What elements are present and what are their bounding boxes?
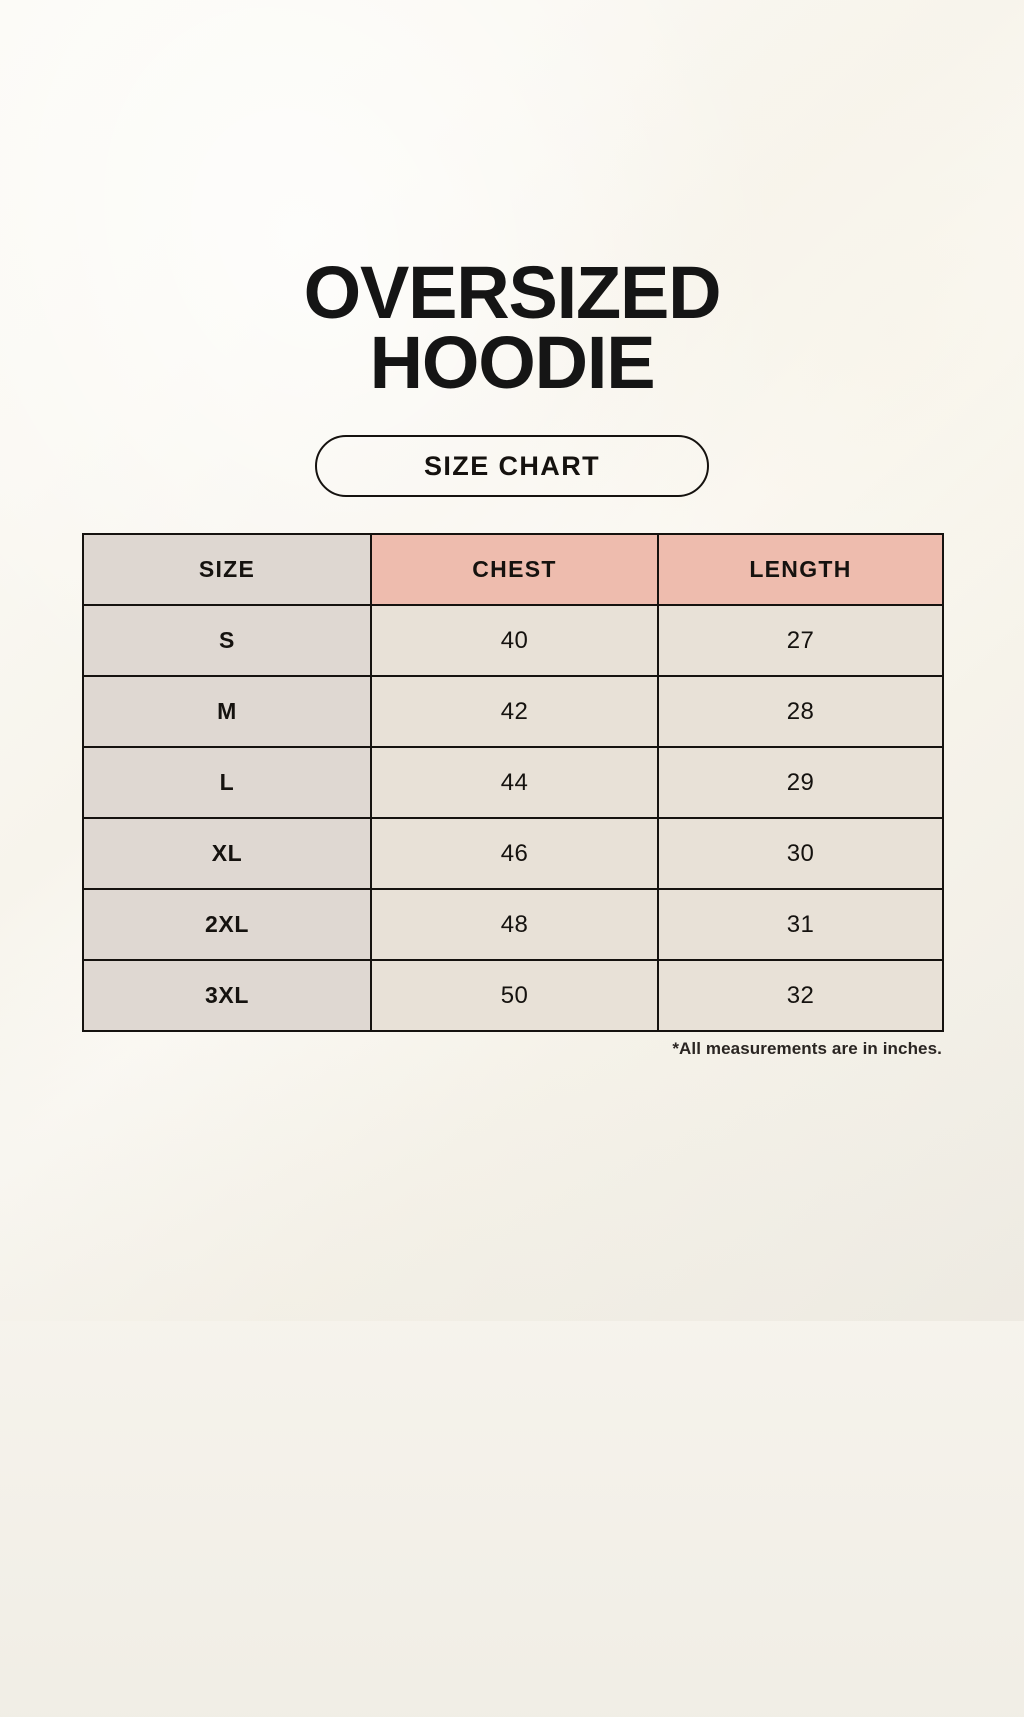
cell-size: 3XL — [82, 959, 372, 1032]
cell-chest: 44 — [370, 746, 659, 819]
measurement-note: *All measurements are in inches. — [672, 1039, 942, 1058]
cell-length: 29 — [657, 746, 944, 819]
cell-length: 31 — [657, 888, 944, 961]
table-row: XL 46 30 — [82, 817, 944, 890]
cell-size: L — [82, 746, 372, 819]
cell-chest: 42 — [370, 675, 659, 748]
cell-size: 2XL — [82, 888, 372, 961]
table-body: S 40 27 M 42 28 L 44 29 XL 46 30 — [82, 604, 944, 1032]
cell-chest: 48 — [370, 888, 659, 961]
column-header-size: SIZE — [82, 533, 372, 606]
cell-length: 32 — [657, 959, 944, 1032]
column-header-length: LENGTH — [657, 533, 944, 606]
cell-chest: 40 — [370, 604, 659, 677]
table-row: S 40 27 — [82, 604, 944, 677]
size-table: SIZE CHEST LENGTH S 40 27 M 42 28 L — [82, 533, 944, 1032]
cell-chest: 46 — [370, 817, 659, 890]
size-table-container: SIZE CHEST LENGTH S 40 27 M 42 28 L — [82, 533, 944, 1032]
cell-chest: 50 — [370, 959, 659, 1032]
page-title: OVERSIZED HOODIE — [303, 251, 722, 405]
table-header-row: SIZE CHEST LENGTH — [82, 533, 944, 606]
cell-length: 27 — [657, 604, 944, 677]
size-chart-poster: OVERSIZED HOODIE SIZE CHART SIZE CHEST L… — [0, 251, 1024, 1058]
table-row: M 42 28 — [82, 675, 944, 748]
table-row: 3XL 50 32 — [82, 959, 944, 1032]
column-header-chest: CHEST — [370, 533, 659, 606]
table-row: L 44 29 — [82, 746, 944, 819]
cell-length: 28 — [657, 675, 944, 748]
cell-size: XL — [82, 817, 372, 890]
badge-container: SIZE CHART — [0, 435, 1024, 497]
table-row: 2XL 48 31 — [82, 888, 944, 961]
cell-length: 30 — [657, 817, 944, 890]
size-chart-badge: SIZE CHART — [315, 435, 709, 497]
cell-size: M — [82, 675, 372, 748]
table-head: SIZE CHEST LENGTH — [82, 533, 944, 606]
cell-size: S — [82, 604, 372, 677]
